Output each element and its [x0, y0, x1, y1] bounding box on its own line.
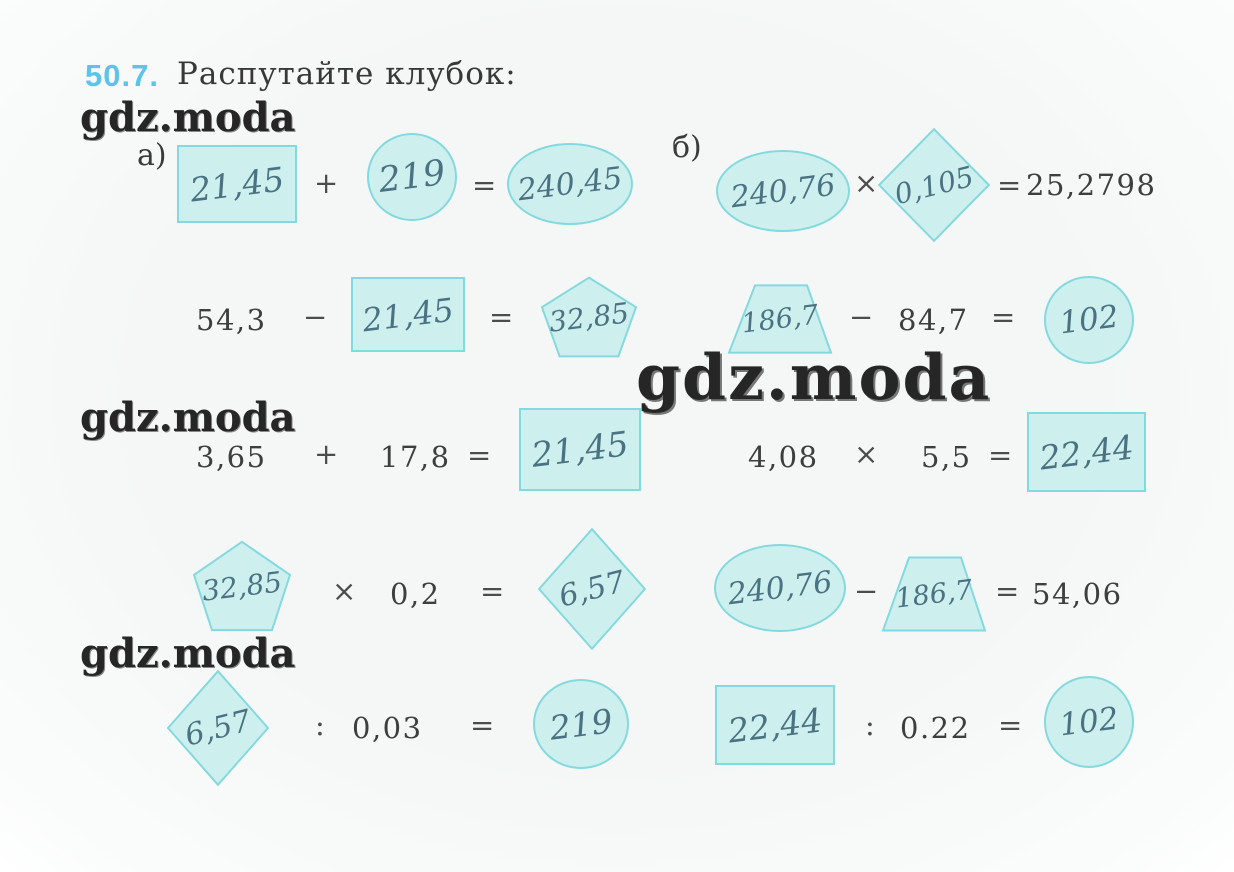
handwritten-answer: 219: [376, 153, 448, 201]
operator-divide: :: [315, 708, 325, 742]
operator-equals: =: [472, 168, 497, 202]
handwritten-answer: 21,45: [187, 158, 287, 210]
handwritten-answer: 186,7: [739, 298, 821, 340]
handwritten-answer: 240,76: [725, 564, 835, 612]
operator-plus: +: [314, 166, 339, 200]
handwritten-answer: 102: [1057, 700, 1121, 744]
answer-shape-diamond: 6,57: [538, 528, 646, 650]
operator-equals: =: [995, 574, 1020, 608]
operator-equals: =: [997, 168, 1022, 202]
handwritten-answer: 240,76: [728, 167, 838, 215]
operator-divide: :: [865, 708, 875, 742]
watermark-top-left: gdz.moda: [80, 94, 296, 141]
exercise-title: Распутайте клубок:: [177, 56, 517, 92]
printed-number: 5,5: [921, 440, 972, 474]
operator-equals: =: [988, 438, 1013, 472]
answer-shape-trapezoid: 186,7: [882, 556, 986, 632]
answer-shape-oval: 240,45: [507, 143, 633, 225]
handwritten-answer: 102: [1057, 298, 1121, 342]
exercise-number: 50.7.: [85, 58, 159, 93]
operator-times: ×: [854, 166, 879, 200]
printed-number: 4,08: [748, 440, 819, 474]
handwritten-answer: 219: [547, 700, 615, 748]
operator-equals: =: [470, 708, 495, 742]
printed-number: 54,3: [196, 303, 267, 337]
operator-equals: =: [991, 300, 1016, 334]
part-b-label: б): [672, 130, 702, 165]
trapezoid-outline: [882, 556, 986, 632]
handwritten-answer: 186,7: [893, 573, 975, 615]
diamond-outline: [538, 528, 646, 650]
operator-equals: =: [998, 708, 1023, 742]
diamond-outline: [878, 128, 990, 242]
handwritten-answer: 22,44: [725, 699, 825, 751]
answer-shape-pentagon: 32,85: [540, 276, 638, 358]
part-a-label: а): [137, 138, 167, 173]
operator-times: ×: [854, 437, 879, 471]
answer-shape-rectangle: 21,45: [177, 145, 297, 223]
answer-shape-circle: 102: [1044, 276, 1134, 364]
pentagon-outline: [540, 276, 638, 358]
answer-shape-diamond: 6,57: [167, 670, 269, 786]
answer-shape-rectangle: 22,44: [1027, 412, 1146, 492]
handwritten-answer: 240,45: [515, 160, 625, 208]
printed-number: 17,8: [380, 440, 451, 474]
answer-shape-trapezoid: 186,7: [728, 284, 832, 354]
operator-minus: −: [303, 300, 328, 334]
operator-equals: =: [480, 574, 505, 608]
handwritten-answer: 22,44: [1037, 426, 1136, 478]
printed-number: 0.22: [900, 711, 971, 745]
answer-shape-diamond: 0,105: [878, 128, 990, 242]
handwritten-answer: 32,85: [547, 295, 631, 339]
pentagon-outline: [192, 540, 292, 632]
operator-times: ×: [332, 574, 357, 608]
handwritten-answer: 32,85: [200, 564, 284, 608]
watermark-bottom-left: gdz.moda: [80, 630, 296, 677]
printed-result: 25,2798: [1026, 168, 1157, 202]
answer-shape-rectangle: 21,45: [519, 408, 641, 491]
handwritten-answer: 21,45: [529, 423, 631, 476]
operator-minus: −: [849, 300, 874, 334]
printed-number: 3,65: [196, 440, 267, 474]
handwritten-answer: 21,45: [360, 290, 456, 339]
printed-number: 0,03: [352, 711, 423, 745]
trapezoid-outline: [728, 284, 832, 354]
answer-shape-oval: 240,76: [716, 150, 850, 232]
diamond-outline: [167, 670, 269, 786]
operator-equals: =: [489, 300, 514, 334]
answer-shape-circle: 102: [1044, 676, 1134, 768]
operator-minus: −: [854, 574, 879, 608]
answer-shape-rectangle: 21,45: [351, 277, 465, 352]
printed-number: 84,7: [898, 303, 969, 337]
answer-shape-circle: 219: [367, 133, 457, 221]
answer-shape-oval: 240,76: [714, 544, 846, 632]
answer-shape-circle: 219: [533, 679, 629, 769]
watermark-mid-left: gdz.moda: [80, 394, 296, 441]
answer-shape-rectangle: 22,44: [715, 685, 835, 765]
printed-result: 54,06: [1032, 577, 1123, 611]
answer-shape-pentagon: 32,85: [192, 540, 292, 632]
operator-equals: =: [467, 438, 492, 472]
operator-plus: +: [314, 437, 339, 471]
printed-number: 0,2: [390, 577, 441, 611]
